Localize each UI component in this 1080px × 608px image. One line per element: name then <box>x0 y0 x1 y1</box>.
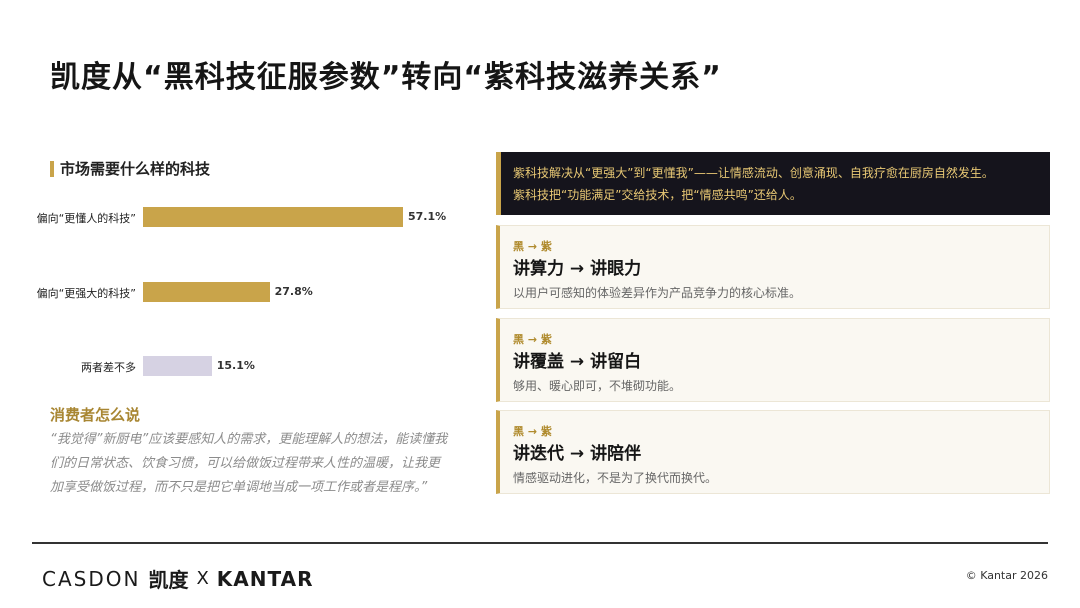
purple-tech-summary-box: 紫科技解决从“更强大”到“更懂我”——让情感流动、创意涌现、自我疗愈在厨房自然发… <box>496 152 1050 215</box>
footer-divider <box>32 542 1048 544</box>
category-label: 偏向“更懂人的科技” <box>36 212 136 225</box>
shift-card-2: 黑 → 紫 讲覆盖 → 讲留白 够用、暖心即可，不堆砌功能。 <box>496 318 1050 402</box>
card-headline: 讲覆盖 → 讲留白 <box>513 352 642 372</box>
card-description: 够用、暖心即可，不堆砌功能。 <box>513 379 682 393</box>
copyright: © Kantar 2026 <box>965 569 1048 582</box>
bar <box>143 207 403 227</box>
kantar-logo-text: KANTAR <box>216 566 314 591</box>
bar <box>143 356 212 376</box>
shift-card-3: 黑 → 紫 讲迭代 → 讲陪伴 情感驱动进化，不是为了换代而换代。 <box>496 410 1050 494</box>
summary-line-2: 紫科技把“功能满足”交给技术，把“情感共鸣”还给人。 <box>513 188 802 202</box>
card-tag: 黑 → 紫 <box>513 425 552 438</box>
card-tag: 黑 → 紫 <box>513 333 552 346</box>
consumer-quote: “我觉得”新厨电”应该要感知人的需求，更能理解人的想法，能读懂我们的日常状态、饮… <box>50 432 448 495</box>
page-title: 凯度从“黑科技征服参数”转向“紫科技滋养关系” <box>50 60 722 95</box>
value-label: 15.1% <box>216 359 255 372</box>
category-label: 偏向“更强大的科技” <box>36 287 136 300</box>
bar-chart: 偏向“更懂人的科技” 57.1% 偏向“更强大的科技” 27.8% 两者差不多 15.1% <box>0 0 480 400</box>
card-headline: 讲迭代 → 讲陪伴 <box>513 444 642 464</box>
summary-line-1: 紫科技解决从“更强大”到“更懂我”——让情感流动、创意涌现、自我疗愈在厨房自然发… <box>513 166 994 180</box>
card-tag: 黑 → 紫 <box>513 240 552 253</box>
kantar-cn-logo-text: 凯度 <box>148 568 189 592</box>
value-label: 27.8% <box>274 285 313 298</box>
value-label: 57.1% <box>408 210 447 223</box>
shift-card-1: 黑 → 紫 讲算力 → 讲眼力 以用户可感知的体验差异作为产品竞争力的核心标准。 <box>496 225 1050 309</box>
logo-separator: X <box>196 568 209 589</box>
card-headline: 讲算力 → 讲眼力 <box>513 259 642 279</box>
category-label: 两者差不多 <box>81 361 136 374</box>
card-description: 情感驱动进化，不是为了换代而换代。 <box>513 471 718 485</box>
chart-heading-text: 市场需要什么样的科技 <box>60 160 211 178</box>
chart-heading: 市场需要什么样的科技 <box>50 158 210 179</box>
casdon-logo-text: CASDON <box>42 566 141 591</box>
footer-logo: CASDON 凯度 X KANTAR <box>42 564 313 593</box>
heading-accent-bar <box>50 160 54 177</box>
consumer-section-title: 消费者怎么说 <box>50 406 141 424</box>
card-description: 以用户可感知的体验差异作为产品竞争力的核心标准。 <box>513 286 802 300</box>
bar <box>143 282 270 302</box>
